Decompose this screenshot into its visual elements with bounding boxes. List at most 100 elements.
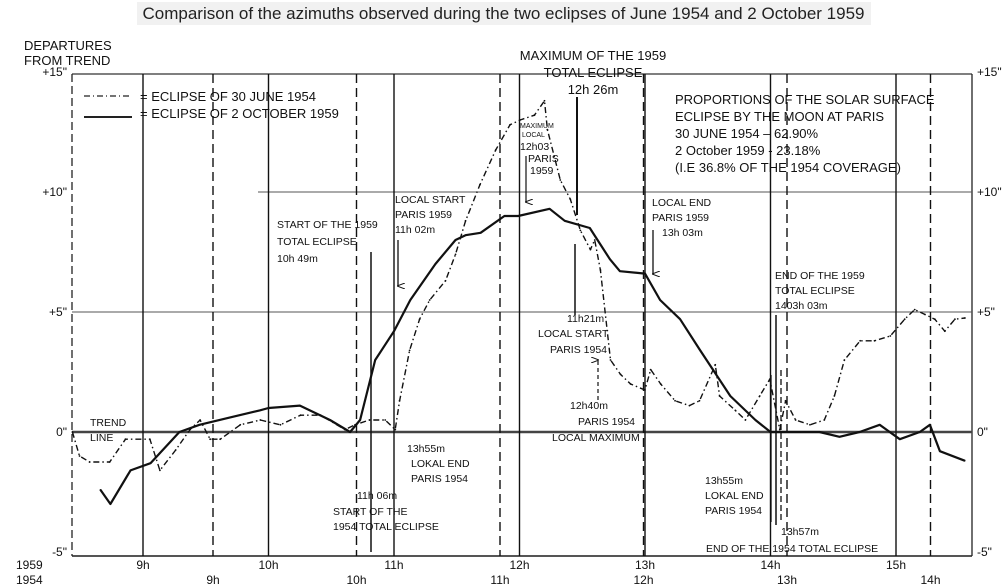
annotation-lokalend1954b-1: 13h55m — [705, 475, 743, 487]
data-point-1954 — [768, 378, 771, 381]
data-point-1959 — [503, 215, 506, 217]
data-point-1959 — [267, 407, 270, 409]
x-tick-label-1959: 15h — [886, 558, 906, 572]
data-point-1954 — [479, 183, 481, 186]
data-point-1959 — [178, 431, 180, 433]
y-tick-label-left: +15" — [42, 65, 67, 79]
data-point-1954 — [659, 383, 662, 385]
data-point-1954 — [609, 359, 612, 361]
annotation-trend-1: TREND — [90, 417, 127, 429]
annotation-localstart1954-2: LOCAL START — [538, 328, 609, 340]
data-point-1959 — [729, 395, 731, 397]
data-point-1954 — [688, 404, 691, 407]
proportions-line3: 30 JUNE 1954 – 62.90% — [675, 126, 819, 141]
y-tick-label-left: +10" — [42, 185, 67, 199]
data-point-1954 — [219, 438, 222, 441]
data-point-1954 — [698, 399, 701, 402]
data-point-1959 — [659, 299, 661, 301]
annotation-end1959-2: TOTAL ECLIPSE — [775, 285, 855, 297]
data-point-1954 — [384, 419, 387, 421]
annotation-lokalend1954b-3: PARIS 1954 — [705, 505, 762, 517]
x-tick-label-1959: 12h — [509, 558, 529, 572]
data-point-1959 — [699, 349, 701, 351]
data-point-1959 — [589, 227, 591, 229]
data-point-1954 — [394, 428, 397, 431]
annotation-localmax1959-3: 12h03 — [520, 141, 549, 153]
annotation-start1959-3: 10h 49m — [277, 253, 318, 265]
y-axis-label-line2: FROM TREND — [24, 53, 110, 68]
data-point-1954 — [428, 299, 431, 301]
x-tick-label-1954: 14h — [920, 573, 940, 586]
proportions-line2: ECLIPSE BY THE MOON AT PARIS — [675, 109, 884, 124]
annotation-max1959-1: MAXIMUM OF THE 1959 — [520, 48, 666, 63]
data-point-1954 — [758, 395, 761, 397]
y-tick-label-right: +10" — [977, 185, 1002, 199]
data-point-1954 — [903, 318, 906, 321]
annotation-localstart1959-1: LOCAL START — [395, 194, 466, 206]
y-axis-label-line1: DEPARTURES — [24, 38, 112, 53]
data-point-1954 — [444, 279, 447, 282]
data-point-1954 — [734, 409, 737, 412]
x-tick-label-1959: 10h — [258, 558, 278, 572]
annotation-localend1959-2: PARIS 1959 — [652, 212, 709, 224]
x-tick-label-1954: 9h — [206, 573, 219, 586]
data-point-1954 — [873, 339, 876, 342]
data-point-1954 — [78, 455, 81, 457]
annotation-start1959-1: START OF THE 1959 — [277, 219, 378, 231]
data-point-1959 — [434, 263, 437, 265]
data-point-1954 — [593, 239, 596, 241]
data-point-1959 — [393, 330, 395, 332]
data-point-1959 — [644, 273, 646, 275]
data-point-1959 — [359, 419, 361, 421]
x-tick-label-1954: 13h — [777, 573, 797, 586]
data-point-1954 — [943, 330, 946, 333]
data-point-1959 — [549, 208, 551, 210]
data-point-1959 — [859, 431, 861, 433]
data-point-1954 — [784, 399, 787, 402]
data-point-1959 — [939, 450, 941, 452]
data-point-1959 — [919, 431, 921, 433]
data-point-1954 — [464, 219, 467, 222]
y-tick-label-left: -5" — [52, 545, 67, 559]
y-tick-label-right: -5" — [977, 545, 992, 559]
annotation-lokalend1954a-3: PARIS 1954 — [411, 473, 468, 485]
data-point-1954 — [744, 419, 747, 421]
data-point-1954 — [174, 449, 177, 451]
data-point-1954 — [543, 99, 546, 102]
data-point-1954 — [494, 149, 497, 151]
annotation-localend1959-3: 13h 03m — [662, 227, 703, 239]
data-point-1959 — [299, 405, 301, 407]
data-point-1954 — [953, 318, 956, 321]
data-point-1959 — [564, 220, 566, 222]
annotation-localmax1954-1: 12h40m — [570, 400, 608, 412]
data-point-1954 — [509, 123, 511, 126]
y-tick-label-left: +5" — [49, 305, 67, 319]
x-axis-label-1959: 1959 — [16, 558, 43, 572]
data-point-1954 — [519, 119, 521, 121]
data-point-1959 — [228, 417, 231, 419]
annotation-start1954-2: START OF THE — [333, 506, 407, 518]
data-point-1959 — [349, 431, 351, 433]
annotation-localmax1954-3: LOCAL MAXIMUM — [552, 432, 640, 444]
data-point-1954 — [644, 389, 646, 391]
data-point-1954 — [629, 383, 632, 385]
legend: = ECLIPSE OF 30 JUNE 1954 = ECLIPSE OF 2… — [84, 89, 339, 121]
series-line-1954 — [71, 100, 965, 472]
data-point-1954 — [546, 128, 549, 131]
annotation-localmax1959-4: PARIS — [528, 153, 559, 165]
annotation-end1954-2: END OF THE 1954 TOTAL ECLIPSE — [706, 543, 878, 555]
data-point-1954 — [809, 423, 811, 426]
annotation-max1959-2: TOTAL ECLIPSE — [544, 65, 643, 80]
annotation-start1959-2: TOTAL ECLIPSE — [277, 236, 357, 248]
data-point-1959 — [454, 239, 457, 241]
proportions-line1: PROPORTIONS OF THE SOLAR SURFACE — [675, 92, 935, 107]
data-point-1954 — [933, 318, 936, 321]
data-point-1954 — [279, 423, 282, 426]
annotation-localmax1959-2: LOCAL — [522, 132, 545, 139]
y-tick-label-right: 0" — [977, 425, 988, 439]
annotation-localmax1954-2: PARIS 1954 — [578, 416, 635, 428]
x-tick-label-1954: 10h — [346, 573, 366, 586]
data-point-1959 — [800, 431, 802, 433]
data-point-1954 — [599, 269, 602, 271]
data-point-1954 — [259, 419, 262, 421]
